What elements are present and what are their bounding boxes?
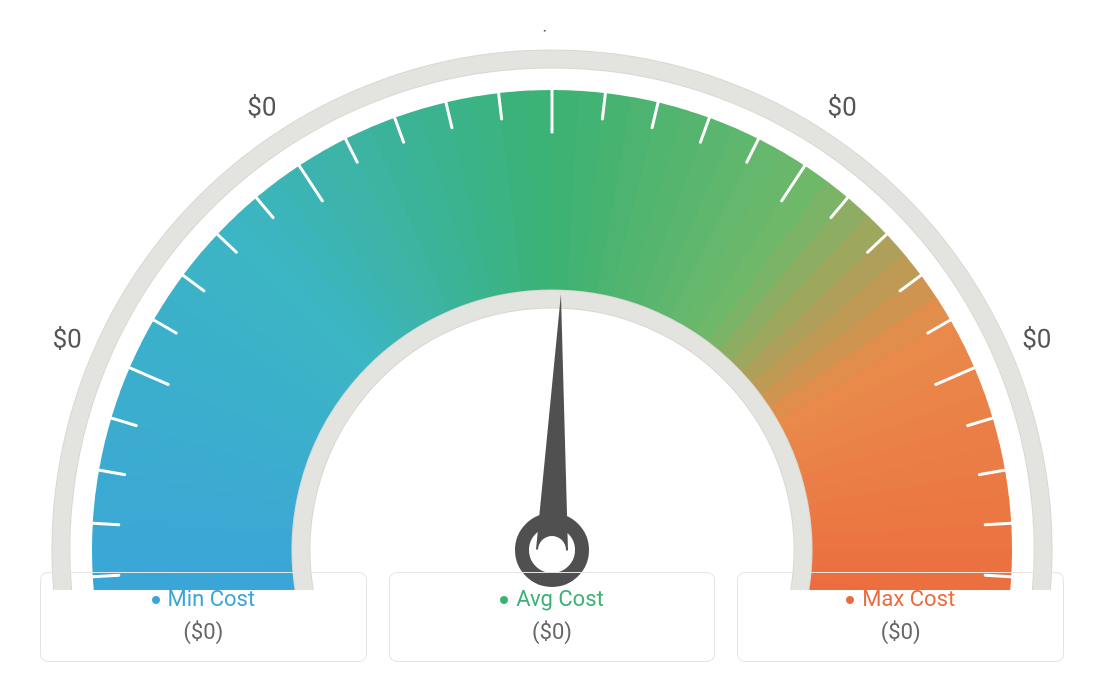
legend-label-min: Min Cost (168, 587, 256, 612)
svg-text:$0: $0 (247, 93, 276, 123)
gauge-svg: $0$0$0$0$0$0$0 (32, 30, 1072, 590)
svg-text:$0: $0 (53, 325, 82, 355)
legend-card-min: Min Cost ($0) (40, 572, 367, 662)
legend-card-max: Max Cost ($0) (737, 572, 1064, 662)
gauge-chart: $0$0$0$0$0$0$0 (32, 30, 1072, 590)
legend-card-avg: Avg Cost ($0) (389, 572, 716, 662)
legend-dot-min (152, 596, 160, 604)
legend-top: Avg Cost (500, 587, 604, 612)
legend-row: Min Cost ($0) Avg Cost ($0) Max Cost ($0… (40, 572, 1064, 662)
legend-label-max: Max Cost (862, 587, 955, 612)
legend-value-min: ($0) (183, 620, 223, 645)
legend-top: Min Cost (152, 587, 256, 612)
legend-top: Max Cost (846, 587, 955, 612)
legend-dot-avg (500, 596, 508, 604)
legend-dot-max (846, 596, 854, 604)
legend-label-avg: Avg Cost (516, 587, 604, 612)
svg-text:$0: $0 (537, 30, 566, 36)
svg-text:$0: $0 (828, 93, 857, 123)
svg-text:$0: $0 (1022, 325, 1051, 355)
legend-value-avg: ($0) (532, 620, 572, 645)
legend-value-max: ($0) (881, 620, 921, 645)
